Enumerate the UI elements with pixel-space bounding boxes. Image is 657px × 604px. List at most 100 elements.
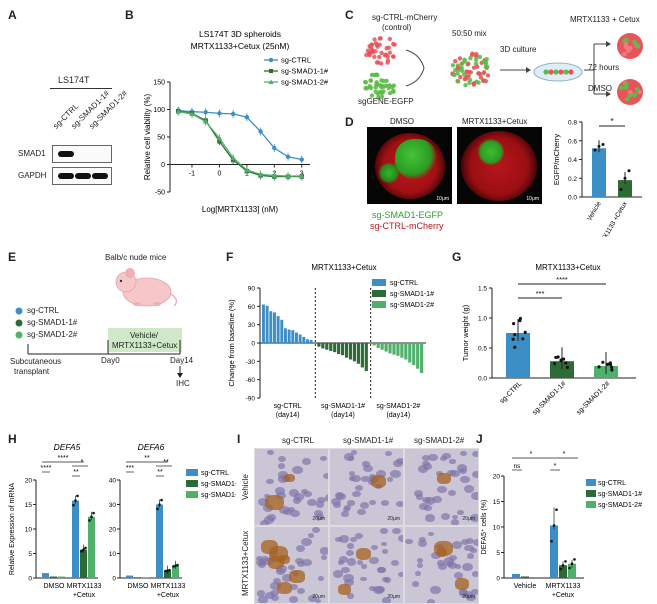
data-point xyxy=(606,362,610,366)
chart-title: MRTX1133+Cetux xyxy=(535,263,600,272)
data-point xyxy=(552,524,556,527)
cell-dot xyxy=(635,43,641,49)
bar xyxy=(72,500,79,578)
waterfall-bar xyxy=(352,343,357,362)
legend-swatch xyxy=(372,279,386,286)
cell-dot xyxy=(391,54,396,59)
data-point xyxy=(555,508,558,512)
cell-dot xyxy=(478,75,484,80)
y-axis-label: Relative Expression of mRNA xyxy=(9,483,16,576)
culture-label: 3D culture xyxy=(500,45,537,54)
y-tick-label: 0.8 xyxy=(568,120,577,127)
spheroid-image-dmso: 10μm xyxy=(367,127,452,204)
cell-dot xyxy=(624,96,630,102)
bar xyxy=(164,570,171,578)
blot-band xyxy=(92,173,108,179)
y-tick-label: 0 xyxy=(28,576,32,583)
series-line xyxy=(178,109,302,161)
data-point xyxy=(573,558,576,561)
x-tick-label: DMSO xyxy=(128,583,150,590)
cell-dot xyxy=(368,78,373,83)
cell-dot xyxy=(363,79,368,85)
legend-label: sg-CTRL xyxy=(281,56,311,65)
x-tick-label: MRTX1133 xyxy=(67,583,102,590)
arrow-head xyxy=(606,41,611,47)
legend-label: sg-CTRL xyxy=(201,470,229,477)
legend-swatch xyxy=(372,290,386,297)
cell-dot xyxy=(378,83,383,88)
waterfall-bar xyxy=(396,343,400,356)
arrow-head xyxy=(606,91,611,97)
significance-label: ** xyxy=(163,459,169,466)
ctrl-cell-sublabel: (control) xyxy=(382,23,412,32)
y-tick-label: 10 xyxy=(493,525,501,532)
bar xyxy=(80,549,87,578)
treatment-label: Vehicle/ xyxy=(130,331,159,340)
legend-swatch xyxy=(372,301,386,308)
data-point xyxy=(610,368,614,372)
data-point xyxy=(561,563,565,567)
chart-title: DEFA5 xyxy=(54,442,81,452)
gapdh-blot xyxy=(52,167,112,185)
legend-label: sg-CTRL xyxy=(390,280,418,287)
panel-label-c: C xyxy=(345,8,354,22)
merge-bracket xyxy=(405,49,425,87)
cell-dot xyxy=(485,73,491,78)
data-point xyxy=(597,144,601,148)
cell-dot xyxy=(621,51,627,57)
waterfall-bar xyxy=(329,343,333,351)
cell-dot xyxy=(372,37,377,42)
waterfall-bar xyxy=(284,328,287,343)
panel-label-e: E xyxy=(8,250,17,264)
chart-subtitle: MRTX1133+Cetux (25nM) xyxy=(191,41,290,51)
blot-band xyxy=(75,173,91,179)
timeline-step: Subcutaneous xyxy=(10,357,62,366)
blot-row-label: SMAD1 xyxy=(18,149,46,158)
waterfall-bar xyxy=(412,343,416,365)
waterfall-bar xyxy=(400,343,404,358)
x-tick-label: +Cetux xyxy=(73,592,96,599)
cell-dot xyxy=(455,65,460,71)
waterfall-bar xyxy=(265,305,269,343)
cell-dot xyxy=(484,64,490,69)
data-point xyxy=(80,549,83,553)
cell-dot xyxy=(476,80,481,85)
cell-dot xyxy=(387,50,393,55)
data-point xyxy=(564,560,567,563)
x-tick-label: -1 xyxy=(189,171,195,178)
gene-cell-label: sgGENE-EGFP xyxy=(358,97,414,106)
bar xyxy=(559,565,567,578)
ihc-image: 20μm xyxy=(329,526,404,604)
data-point xyxy=(299,157,304,162)
legend-swatch xyxy=(586,479,596,486)
dmso-label: DMSO xyxy=(588,84,612,93)
data-point xyxy=(90,515,93,519)
data-point xyxy=(610,365,614,369)
bar xyxy=(50,576,57,578)
spheroid-dot xyxy=(543,69,549,75)
legend-marker xyxy=(268,57,274,63)
cell-dot xyxy=(460,61,465,66)
waterfall-bar xyxy=(298,334,302,343)
cell-dot xyxy=(459,65,464,71)
data-point xyxy=(513,333,517,337)
legend-swatch xyxy=(186,491,198,498)
y-axis-label: Tumor weight (g) xyxy=(461,304,470,361)
image-label-treated: MRTX1133+Cetux xyxy=(462,117,528,126)
spheroid-dot xyxy=(558,69,564,75)
significance-label: **** xyxy=(556,275,568,284)
ihc-row-label: Vehicle xyxy=(241,474,250,500)
data-point xyxy=(285,173,291,179)
data-point xyxy=(608,361,612,365)
ihc-col-label: sg-SMAD1-2# xyxy=(414,436,465,445)
y-axis-label: EGFP/mCherry xyxy=(552,134,561,186)
cell-dot xyxy=(466,61,471,66)
cell-dot xyxy=(369,42,375,47)
legend-swatch xyxy=(186,469,198,476)
data-point xyxy=(272,145,277,151)
waterfall-chart: MRTX1133+Cetux -90 -60 -30 0 30 60 90 Change fro… xyxy=(227,263,434,419)
data-point xyxy=(82,548,85,551)
cell-dot xyxy=(364,86,370,91)
significance-label: ** xyxy=(144,455,150,462)
data-point xyxy=(257,171,264,177)
